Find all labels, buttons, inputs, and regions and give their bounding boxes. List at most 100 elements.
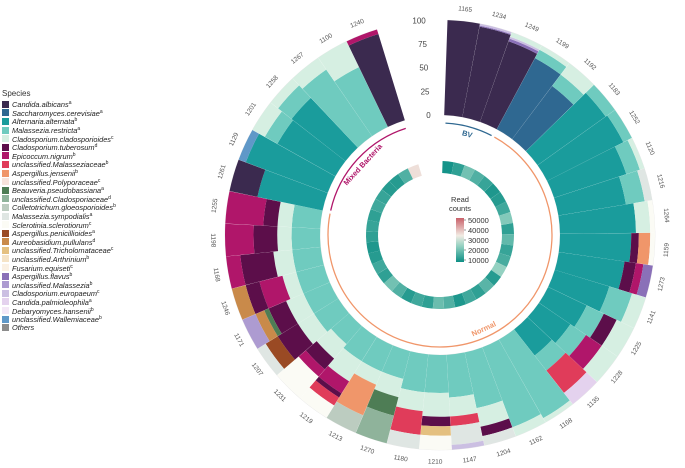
legend-label: Aspergillus.penicillioidesa xyxy=(12,228,95,238)
sample-id-label: 1207 xyxy=(250,362,264,378)
bar-segment xyxy=(558,233,632,263)
bar-segment xyxy=(315,376,342,398)
read-count-cell xyxy=(477,175,493,192)
legend-swatch xyxy=(2,315,9,323)
read-count-cell xyxy=(381,181,398,197)
legend-superscript: a xyxy=(68,100,72,107)
sample-id-label: 1147 xyxy=(462,456,477,465)
bar-segment xyxy=(585,84,615,117)
bar-segment xyxy=(291,227,321,250)
legend-superscript: a xyxy=(99,108,103,115)
legend-superscript: c xyxy=(110,246,114,253)
bar-segment xyxy=(355,406,394,444)
sample-id-label: 1180 xyxy=(393,454,408,463)
read-count-cell xyxy=(498,212,514,225)
legend-swatch xyxy=(2,212,9,220)
legend-name: unclassified.Wallemiaceae xyxy=(12,315,99,325)
ring-gridline xyxy=(319,114,561,356)
bar-segment xyxy=(508,38,539,54)
legend-name: Malassezia.restricta xyxy=(12,126,78,136)
legend-items: Candida.albicansa Saccharomyces.cerevisia… xyxy=(2,100,162,332)
read-count-cell xyxy=(461,289,477,305)
bar-segment xyxy=(534,339,566,371)
legend-label: Malassezia.sympodialisa xyxy=(12,211,92,221)
bar-segment xyxy=(348,33,405,127)
legend-name: unclassified.Arthrinium xyxy=(12,254,87,264)
bar-segment xyxy=(449,394,478,417)
sample-id-label: 1199 xyxy=(554,37,570,51)
sample-id-label: 1165 xyxy=(458,5,473,14)
group-label: Normal xyxy=(470,319,497,338)
legend-superscript: b xyxy=(105,160,109,167)
bar-segment xyxy=(386,429,421,449)
legend-item: unclassified.Arthriniumb xyxy=(2,254,162,264)
bar-segment xyxy=(619,170,645,205)
bar-segment xyxy=(554,252,625,290)
legend-name: Sclerotinia.sclerotiorum xyxy=(12,220,89,230)
bar-segment xyxy=(278,85,311,119)
bar-segment xyxy=(637,168,653,202)
read-count-cell xyxy=(495,201,511,216)
bar-segment xyxy=(547,146,627,198)
read-count-cell xyxy=(377,267,393,284)
legend-label: unclassified.Malasseziaceaeb xyxy=(12,159,108,169)
read-count-cell xyxy=(470,283,486,300)
bar-segment xyxy=(282,272,304,300)
legend-swatch xyxy=(2,281,9,289)
bar-segment xyxy=(400,351,429,393)
read-count-cell xyxy=(370,198,386,214)
radial-tick-label: 25 xyxy=(421,87,430,96)
legend-label: unclassified.Tricholomataceaec xyxy=(12,245,113,255)
sample-id-label: 1267 xyxy=(290,51,306,66)
legend-item: Alternaria.alternatab xyxy=(2,117,162,126)
read-count-cell xyxy=(366,231,379,243)
bar-segment xyxy=(539,45,570,67)
bar-segment xyxy=(590,313,617,346)
legend-label: unclassified.Cladosporiaceaed xyxy=(12,194,111,204)
colorbar-tick-label: 10000 xyxy=(468,256,489,265)
bar-segment xyxy=(525,92,606,166)
sample-id-label: 1129 xyxy=(228,131,240,147)
legend-superscript: a xyxy=(92,229,95,236)
legend-name: unclassified.Polyporaceae xyxy=(12,177,98,187)
legend-name: unclassified.Malasseziaceae xyxy=(12,160,106,170)
sample-id-label: 1258 xyxy=(265,74,280,90)
colorbar-tick-label: 20000 xyxy=(468,246,489,255)
sample-id-label: 1183 xyxy=(607,82,622,98)
read-count-cell xyxy=(391,282,408,298)
read-count-cell xyxy=(421,295,434,309)
bar-segment xyxy=(537,115,624,181)
bar-segment xyxy=(264,308,282,337)
read-count-cell xyxy=(460,165,475,181)
bar-segment xyxy=(451,440,485,450)
legend-swatch xyxy=(2,109,9,117)
legend-name: Malassezia.sympodialis xyxy=(12,212,90,222)
bar-segment xyxy=(374,371,404,398)
legend-name: unclassified.Malassezia xyxy=(12,280,90,290)
legend-superscript: d xyxy=(108,194,111,201)
bar-segment xyxy=(512,86,574,152)
radial-axis: 0 25 50 75 100 xyxy=(412,16,431,120)
legend-swatch xyxy=(2,135,9,143)
bar-segment xyxy=(543,400,573,423)
bar-segment xyxy=(446,352,474,398)
legend-item: Aspergillus.penicillioidesa xyxy=(2,229,162,238)
read-count-cell xyxy=(478,277,494,294)
sample-id-label: 1249 xyxy=(524,21,540,33)
legend-swatch xyxy=(2,195,9,203)
bar-segment xyxy=(510,32,542,50)
bar-segment xyxy=(636,264,653,298)
bar-segment xyxy=(512,414,546,437)
bar-segment xyxy=(292,246,324,273)
colorbar-tick-label: 40000 xyxy=(468,226,489,235)
legend-name: Fusarium.equiseti xyxy=(12,263,71,273)
legend-name: Cladosporium.cladosporioides xyxy=(12,134,112,144)
legend-label: Colletotrichum.gloeosporioidesb xyxy=(12,202,116,212)
sample-id-label: 1270 xyxy=(359,445,375,456)
legend-swatch xyxy=(2,186,9,194)
legend-superscript: a xyxy=(89,212,93,219)
bar-segment xyxy=(601,319,634,357)
sample-id-label: 1240 xyxy=(349,18,365,30)
